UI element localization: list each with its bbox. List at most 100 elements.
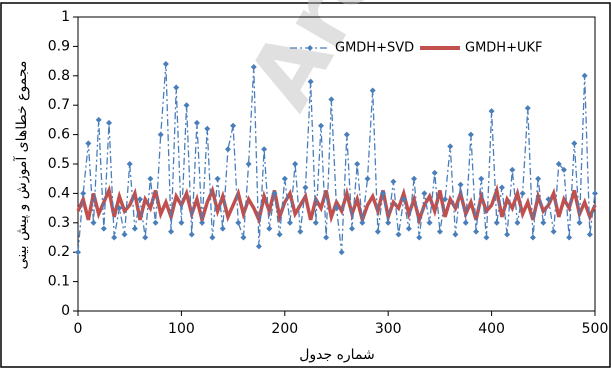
marker <box>354 161 361 167</box>
marker <box>214 175 221 182</box>
marker <box>467 131 474 138</box>
x-tick-label: 300 <box>375 321 402 337</box>
marker <box>281 175 288 182</box>
marker <box>514 219 521 226</box>
marker <box>529 234 536 241</box>
marker <box>478 175 485 182</box>
marker <box>312 219 319 226</box>
marker <box>576 219 583 226</box>
marker <box>297 228 304 235</box>
legend-marker <box>307 45 313 51</box>
y-tick-label: 0.4 <box>48 185 70 201</box>
marker <box>183 102 190 109</box>
y-tick-label: 0.9 <box>48 38 70 54</box>
marker <box>137 196 144 203</box>
marker <box>204 125 211 132</box>
marker <box>80 190 87 197</box>
marker <box>209 234 216 241</box>
x-tick-label: 500 <box>582 321 609 337</box>
marker <box>369 87 376 94</box>
y-tick-label: 0.2 <box>48 244 70 260</box>
marker <box>240 234 247 241</box>
marker <box>349 225 356 232</box>
marker <box>442 196 449 203</box>
marker <box>405 225 412 232</box>
marker <box>550 228 557 235</box>
x-tick-label: 200 <box>271 321 298 337</box>
series-line <box>76 183 597 227</box>
marker <box>168 228 175 235</box>
marker <box>193 119 200 126</box>
marker <box>317 122 324 129</box>
y-tick-label: 0.8 <box>48 68 70 84</box>
marker <box>473 228 480 235</box>
marker <box>95 116 102 123</box>
marker <box>566 234 573 241</box>
marker <box>307 78 314 85</box>
marker <box>219 225 226 232</box>
marker <box>302 184 309 191</box>
marker <box>447 143 454 150</box>
marker <box>100 225 107 232</box>
marker <box>390 178 397 185</box>
marker <box>276 231 283 238</box>
marker <box>535 175 542 182</box>
marker <box>292 161 299 167</box>
marker <box>462 219 469 226</box>
marker <box>271 190 278 197</box>
marker <box>524 105 531 112</box>
legend-label: GMDH+UKF <box>465 41 543 56</box>
marker <box>157 131 164 138</box>
marker <box>111 234 118 241</box>
marker <box>142 234 149 241</box>
y-axis-title: مجموع خطاهای آموزش و پیش بینی <box>13 61 30 270</box>
marker <box>560 166 567 173</box>
marker <box>395 231 402 238</box>
marker <box>374 228 381 235</box>
marker <box>592 190 598 197</box>
marker <box>230 122 237 129</box>
marker <box>235 219 242 226</box>
marker <box>545 196 552 203</box>
y-tick-label: 1 <box>61 9 70 25</box>
marker <box>131 225 138 232</box>
x-tick-label: 0 <box>74 321 83 337</box>
y-tick-label: 0.3 <box>48 215 70 231</box>
marker <box>555 161 562 167</box>
frame <box>0 2 611 368</box>
marker <box>488 108 495 115</box>
watermark: Arc <box>228 0 403 126</box>
marker <box>121 231 128 238</box>
marker <box>328 96 335 103</box>
marker <box>126 161 133 167</box>
marker <box>343 131 350 138</box>
marker <box>266 225 273 232</box>
y-tick-label: 0.7 <box>48 97 70 113</box>
marker <box>411 175 418 182</box>
marker <box>323 234 330 241</box>
marker <box>431 169 438 176</box>
x-axis-title: شماره جدول <box>299 347 375 363</box>
marker <box>250 63 257 70</box>
marker <box>75 249 81 256</box>
marker <box>364 175 371 182</box>
marker <box>333 205 340 212</box>
marker <box>385 219 392 226</box>
marker <box>483 234 490 241</box>
marker <box>261 146 268 153</box>
marker <box>338 249 345 256</box>
marker <box>457 181 464 188</box>
marker <box>519 190 526 197</box>
marker <box>571 140 578 147</box>
marker <box>224 146 231 153</box>
marker <box>116 205 123 212</box>
marker <box>504 231 511 238</box>
marker <box>152 219 159 226</box>
x-tick-label: 100 <box>168 321 195 337</box>
marker <box>380 190 387 197</box>
marker <box>581 72 588 79</box>
marker <box>173 84 180 91</box>
marker <box>509 166 516 173</box>
